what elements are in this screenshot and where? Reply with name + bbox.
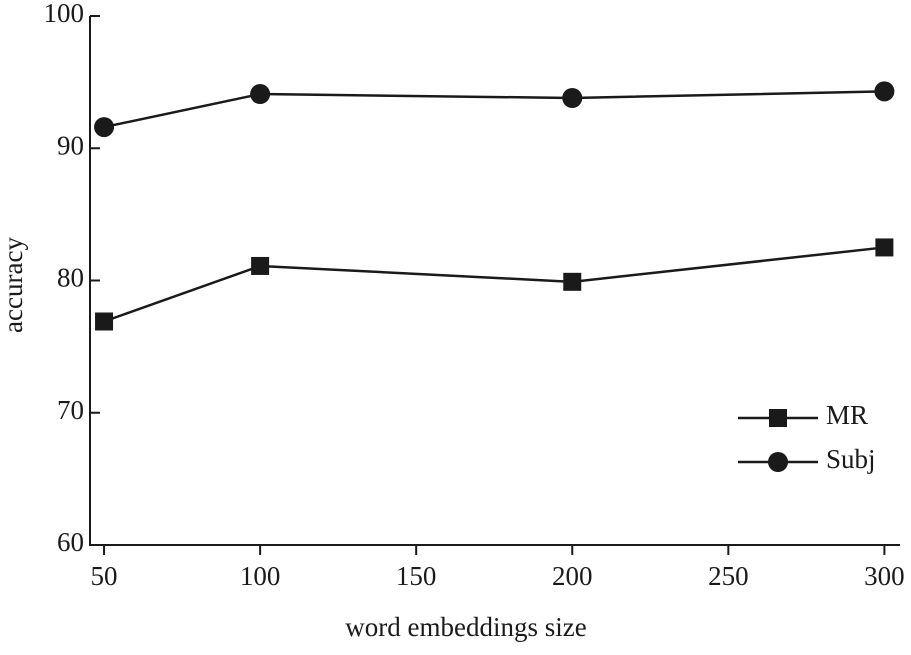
series-line [103,246,885,323]
y-tick-label: 60 [57,527,84,557]
marker [95,312,114,331]
marker [251,256,270,275]
marker [94,117,115,138]
y-tick-label: 90 [57,130,84,160]
x-tick-label: 250 [708,561,749,591]
x-tick-label: 100 [240,561,281,591]
marker [875,238,894,257]
y-axis-label: accuracy [0,237,28,333]
legend-label: Subj [826,444,876,474]
legend-label: MR [826,400,868,430]
x-tick-label: 50 [91,561,118,591]
series-line [103,90,885,129]
y-tick-label: 70 [57,395,84,425]
x-tick-label: 300 [864,561,905,591]
marker [874,81,895,102]
x-tick-label: 200 [552,561,593,591]
marker [563,272,582,291]
marker [250,84,271,105]
y-tick-label: 80 [57,263,84,293]
marker [562,87,583,108]
y-tick-label: 100 [44,0,85,28]
legend-marker [769,409,787,427]
legend-marker [768,452,788,472]
x-axis-label: word embeddings size [345,612,586,642]
x-tick-label: 150 [396,561,437,591]
